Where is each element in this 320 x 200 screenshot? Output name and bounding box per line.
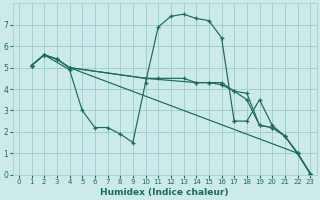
X-axis label: Humidex (Indice chaleur): Humidex (Indice chaleur) xyxy=(100,188,229,197)
